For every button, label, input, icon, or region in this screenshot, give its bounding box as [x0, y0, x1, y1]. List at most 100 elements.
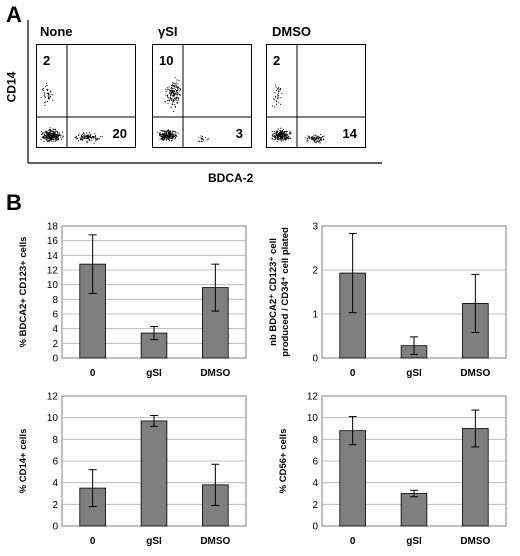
flow-dot: [51, 135, 53, 136]
flow-dot: [282, 131, 284, 133]
flow-dot: [175, 132, 177, 134]
flow-plot-dmso-dots: [267, 45, 365, 147]
flow-dot: [95, 140, 97, 142]
flow-dot: [52, 138, 54, 140]
flow-dot: [287, 136, 289, 138]
flow-dot: [47, 88, 49, 90]
flow-plot-gsi-dots: [153, 45, 251, 147]
flow-dot: [286, 136, 288, 138]
flow-dot: [174, 76, 176, 78]
flow-dot: [281, 93, 283, 95]
x-tick-label: 0: [90, 536, 96, 547]
x-tick-label: gSI: [406, 536, 422, 547]
flow-dot: [290, 132, 292, 134]
flow-dot: [173, 99, 175, 101]
flow-dot: [179, 87, 181, 89]
flow-dot: [169, 90, 171, 92]
flow-dot: [175, 99, 177, 101]
flow-dot: [168, 92, 170, 94]
flow-dot: [278, 138, 280, 140]
flow-dot: [281, 131, 283, 133]
flow-dot: [86, 138, 88, 139]
y-tick-label: 12: [47, 392, 59, 403]
flow-dot: [44, 93, 45, 95]
quadrant-lower-right-value: 3: [235, 126, 243, 141]
flow-dot: [276, 141, 278, 142]
flow-dot: [46, 135, 48, 137]
flow-dot: [52, 134, 54, 136]
flow-dot: [99, 138, 101, 140]
flow-dot: [49, 90, 51, 92]
flow-dot: [166, 89, 168, 91]
flow-dot: [276, 132, 278, 134]
flow-dot: [58, 132, 60, 134]
flow-dot: [283, 135, 285, 137]
flow-dot: [271, 134, 273, 136]
y-tick-label: 1: [312, 310, 318, 321]
flow-dot: [198, 140, 200, 142]
flow-dot: [173, 101, 175, 103]
flow-dot: [54, 132, 56, 134]
flow-dot: [43, 92, 45, 94]
flow-dot: [162, 130, 164, 132]
flow-dot: [167, 138, 169, 140]
flow-dot: [178, 97, 180, 99]
flow-dot: [169, 94, 171, 96]
flow-dot: [60, 135, 62, 137]
flow-dot: [48, 129, 50, 131]
flow-dot: [281, 131, 282, 133]
flow-dot: [175, 85, 177, 87]
flow-dot: [51, 133, 52, 135]
flow-dot: [173, 111, 174, 113]
flow-dot: [171, 133, 173, 135]
flow-dot: [177, 98, 179, 99]
flow-dot: [166, 132, 167, 134]
flow-dot: [175, 92, 177, 94]
flow-dot: [175, 89, 177, 90]
flow-dot: [172, 87, 174, 89]
flow-dot: [87, 135, 89, 137]
y-axis-label: % CD56+ cells: [278, 429, 289, 494]
flow-dot: [50, 130, 52, 131]
flow-dot: [170, 140, 172, 142]
y-tick-label: 8: [52, 435, 58, 446]
flow-dot: [287, 137, 289, 139]
flow-dot: [317, 137, 319, 139]
y-tick-label: 8: [52, 295, 58, 306]
flow-dot: [271, 130, 273, 132]
flow-dot: [169, 97, 171, 98]
flow-dot: [279, 89, 281, 91]
flow-dot: [277, 128, 279, 130]
quadrant-upper-left-value: 2: [43, 53, 51, 68]
flow-dot: [166, 138, 168, 140]
y-tick-label: 0: [52, 522, 58, 533]
flow-dot: [47, 93, 49, 94]
flow-dot: [174, 98, 175, 100]
flow-dot: [44, 136, 46, 138]
flow-dot: [314, 141, 315, 143]
flow-dot: [309, 137, 311, 139]
flow-dot: [271, 138, 273, 140]
flow-dot: [280, 133, 282, 135]
y-tick-label: 2: [312, 500, 318, 511]
flow-dot: [289, 130, 291, 132]
flow-dot: [282, 136, 284, 138]
flow-dot: [165, 91, 167, 93]
flow-dot: [275, 90, 277, 91]
y-tick-label: 14: [47, 251, 59, 262]
flow-dot: [48, 137, 50, 139]
flow-dot: [282, 132, 284, 134]
flow-dot: [175, 106, 176, 108]
flow-dot: [170, 98, 172, 100]
flow-dot: [174, 137, 176, 139]
flow-dot: [172, 93, 174, 95]
flow-dot: [93, 136, 94, 138]
flow-dot: [52, 137, 53, 139]
flow-dot: [41, 131, 43, 133]
flow-dot: [80, 139, 82, 141]
flow-dot: [50, 129, 52, 131]
x-tick-label: 0: [90, 368, 96, 379]
flow-dot: [59, 134, 61, 136]
flow-dot: [87, 137, 89, 138]
flow-dot: [85, 135, 87, 136]
